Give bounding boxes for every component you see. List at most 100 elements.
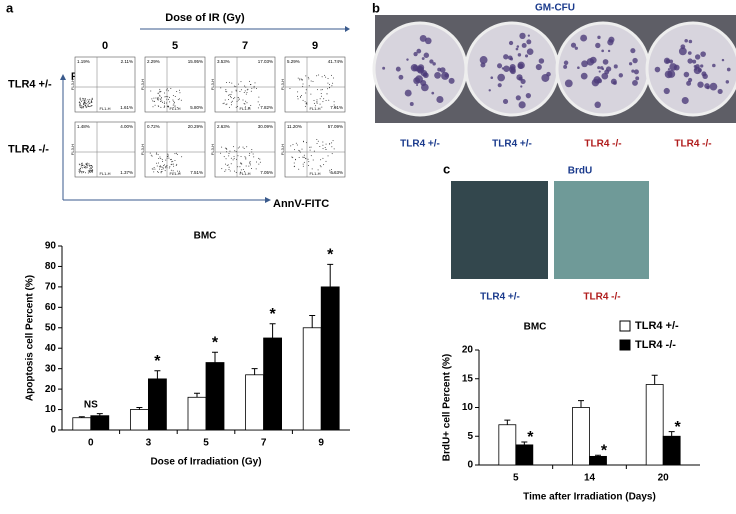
dot bbox=[237, 99, 239, 101]
bar bbox=[72, 417, 92, 431]
dot bbox=[255, 168, 257, 170]
y-tick-label: 60 bbox=[45, 302, 57, 313]
dot bbox=[230, 104, 232, 106]
dot bbox=[235, 90, 237, 92]
dot bbox=[297, 95, 299, 97]
dot bbox=[166, 106, 168, 108]
colony bbox=[515, 95, 521, 101]
dot bbox=[160, 172, 162, 174]
colony bbox=[436, 95, 444, 104]
y-axis-label: Apoptosis cell Percent (%) bbox=[25, 275, 36, 401]
dot bbox=[302, 163, 304, 165]
dot bbox=[333, 104, 335, 106]
colony bbox=[618, 73, 624, 78]
colony bbox=[580, 72, 588, 80]
dot bbox=[172, 99, 174, 101]
dot bbox=[258, 163, 260, 165]
dot bbox=[156, 152, 158, 154]
annotation: * bbox=[212, 335, 219, 352]
colony bbox=[563, 60, 569, 66]
dot bbox=[319, 165, 321, 167]
colony bbox=[628, 62, 633, 66]
dot bbox=[90, 171, 92, 173]
annotation: * bbox=[327, 247, 334, 264]
error-bar bbox=[595, 454, 601, 457]
dot bbox=[83, 103, 85, 105]
dot bbox=[240, 169, 242, 171]
colony bbox=[570, 42, 577, 48]
bar bbox=[662, 435, 681, 466]
dot bbox=[159, 156, 161, 158]
flow-title: Dose of IR (Gy) bbox=[165, 12, 245, 24]
dot bbox=[89, 102, 91, 104]
dot bbox=[298, 149, 300, 151]
dot bbox=[329, 169, 331, 171]
dot bbox=[87, 101, 89, 103]
dot bbox=[168, 157, 170, 159]
dot bbox=[161, 169, 163, 171]
dot bbox=[303, 156, 305, 158]
dot bbox=[244, 103, 246, 105]
dot bbox=[84, 99, 86, 101]
dose-label: 7 bbox=[242, 40, 248, 52]
dot bbox=[313, 102, 315, 104]
dot bbox=[327, 155, 329, 157]
dot bbox=[244, 156, 246, 158]
dot bbox=[83, 171, 85, 173]
dot bbox=[237, 155, 239, 157]
dot bbox=[235, 151, 237, 153]
dot bbox=[86, 162, 88, 164]
dot bbox=[88, 106, 90, 108]
dot bbox=[166, 98, 168, 100]
quadrant-pct: 11.20% bbox=[287, 124, 302, 129]
dot bbox=[176, 152, 178, 154]
dot bbox=[87, 170, 89, 172]
dot bbox=[311, 168, 313, 170]
y-tick-label: 10 bbox=[45, 404, 57, 415]
colony bbox=[663, 57, 671, 64]
dot bbox=[156, 165, 158, 167]
dot bbox=[169, 166, 171, 168]
colony bbox=[419, 34, 427, 42]
dot bbox=[153, 100, 155, 102]
dot bbox=[249, 164, 251, 166]
dot bbox=[325, 143, 327, 145]
dot bbox=[240, 162, 242, 164]
dot bbox=[333, 101, 335, 103]
colony bbox=[595, 42, 601, 49]
dot bbox=[243, 103, 245, 105]
dish bbox=[645, 21, 736, 117]
dot bbox=[165, 102, 167, 104]
dot bbox=[152, 100, 154, 102]
dot bbox=[298, 156, 300, 158]
x-tick-label: 3 bbox=[146, 438, 152, 449]
dot bbox=[220, 152, 222, 154]
colony bbox=[501, 67, 505, 70]
colony bbox=[694, 68, 698, 71]
colony bbox=[488, 89, 491, 92]
dot bbox=[176, 163, 178, 165]
colony bbox=[526, 48, 534, 56]
y-tick-label: 30 bbox=[45, 363, 57, 374]
y-tick-label: 0 bbox=[467, 460, 473, 471]
dot bbox=[305, 75, 307, 77]
dot bbox=[87, 105, 89, 107]
dot bbox=[172, 170, 174, 172]
dot bbox=[89, 168, 91, 170]
colony bbox=[577, 66, 580, 70]
colony bbox=[422, 72, 428, 77]
quadrant-pct: 30.09% bbox=[258, 124, 273, 129]
dot bbox=[89, 165, 91, 167]
colony bbox=[721, 58, 725, 62]
colony bbox=[709, 82, 718, 91]
dot bbox=[230, 93, 232, 95]
dot bbox=[149, 152, 151, 154]
dot bbox=[226, 147, 228, 149]
dot bbox=[230, 101, 232, 103]
dot bbox=[248, 165, 250, 167]
colony bbox=[654, 66, 661, 73]
dot bbox=[243, 147, 245, 149]
dot bbox=[224, 170, 226, 172]
dot bbox=[253, 87, 255, 89]
quadrant-pct: 15.95% bbox=[188, 59, 203, 64]
